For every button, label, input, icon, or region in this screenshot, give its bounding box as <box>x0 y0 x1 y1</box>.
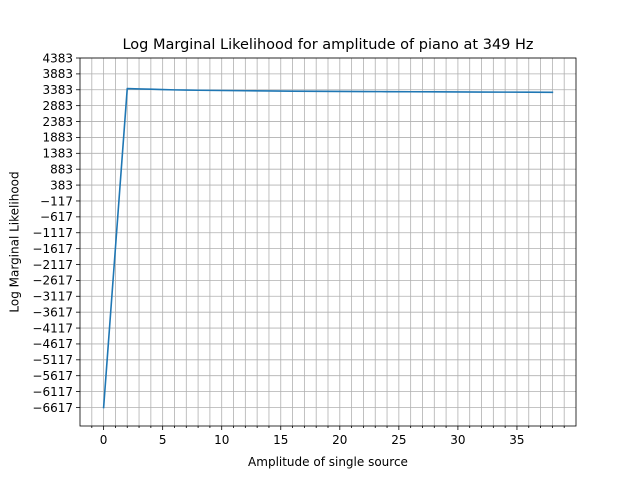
y-tick-label: −5617 <box>32 369 73 383</box>
x-axis-label: Amplitude of single source <box>248 455 408 469</box>
x-tick-label: 25 <box>391 433 406 447</box>
y-tick-label: 3383 <box>42 83 73 97</box>
x-tick-label: 30 <box>450 433 465 447</box>
x-tick-label: 35 <box>509 433 524 447</box>
x-tick-label: 15 <box>273 433 288 447</box>
chart-title: Log Marginal Likelihood for amplitude of… <box>122 37 533 53</box>
y-tick-label: 2383 <box>42 115 73 129</box>
x-tick-label: 5 <box>159 433 167 447</box>
y-tick-label: 2883 <box>42 99 73 113</box>
y-tick-label: 4383 <box>42 51 73 65</box>
y-tick-label: −3117 <box>32 290 73 304</box>
y-tick-label: 3883 <box>42 67 73 81</box>
ticks: 0 5 10 15 20 25 30 35 4383 3883 3383 2883 2383 1883 13… <box>32 51 565 447</box>
y-tick-label: −1617 <box>32 242 73 256</box>
x-tick-label: 10 <box>214 433 229 447</box>
y-tick-label: −6617 <box>32 401 73 415</box>
y-tick-label: 1883 <box>42 131 73 145</box>
y-tick-label: −617 <box>40 210 73 224</box>
grid <box>80 57 576 426</box>
y-tick-label: −5117 <box>32 353 73 367</box>
y-axis-label: Log Marginal Likelihood <box>8 171 22 312</box>
y-tick-label: −2617 <box>32 274 73 288</box>
y-tick-label: −2117 <box>32 258 73 272</box>
y-tick-label: 883 <box>50 162 73 176</box>
x-tick-label: 0 <box>100 433 108 447</box>
x-tick-label: 20 <box>332 433 347 447</box>
y-tick-label: 1383 <box>42 147 73 161</box>
y-tick-label: −6117 <box>32 385 73 399</box>
y-tick-label: 383 <box>50 178 73 192</box>
y-tick-label: −4117 <box>32 321 73 335</box>
series-line <box>102 87 554 409</box>
y-tick-label: −1117 <box>32 226 73 240</box>
y-tick-label: −4617 <box>32 337 73 351</box>
series-layer <box>102 87 554 409</box>
y-tick-label: −3617 <box>32 305 73 319</box>
y-tick-label: −117 <box>40 194 73 208</box>
